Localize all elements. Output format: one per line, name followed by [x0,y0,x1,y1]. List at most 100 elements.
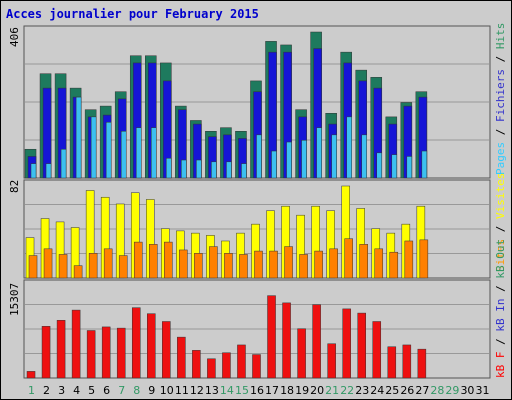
traffic-bar-kb-f-23 [357,312,366,379]
visits-bar-sites-2 [43,248,53,279]
hits-bar-pages-25 [391,154,398,179]
day-label-22: 22 [340,384,354,397]
day-label-9: 9 [148,384,155,397]
hits-bar-pages-9 [151,127,157,179]
day-label-14: 14 [220,384,234,397]
visits-bar-sites-27 [419,239,429,279]
hits-bar-pages-4 [75,96,82,179]
visits-bar-sites-14 [224,253,233,279]
traffic-bar-kb-f-7 [116,327,126,379]
day-label-3: 3 [58,384,65,397]
visits-bar-sites-7 [118,255,128,279]
panel-traffic-max-label: 15307 [8,283,21,316]
visits-bar-sites-5 [88,253,98,279]
hits-bar-pages-11 [181,159,187,179]
day-label-19: 19 [295,384,309,397]
visits-bar-sites-18 [284,246,293,279]
traffic-bar-kb-f-21 [327,343,336,379]
hits-bar-pages-26 [406,156,413,179]
day-label-11: 11 [175,384,189,397]
day-label-28: 28 [430,384,444,397]
panel-hits-max-label: 406 [8,27,21,47]
traffic-bar-kb-f-10 [162,321,171,379]
visits-bar-sites-21 [329,248,338,279]
day-label-18: 18 [280,384,294,397]
visits-bar-sites-20 [314,250,323,279]
traffic-bar-kb-f-8 [131,307,141,379]
hits-bar-pages-19 [301,139,307,179]
visits-bar-sites-8 [133,241,143,279]
day-label-5: 5 [88,384,95,397]
day-label-6: 6 [103,384,110,397]
hits-bar-pages-21 [331,134,337,179]
hits-bar-pages-8 [135,127,142,179]
day-label-8: 8 [133,384,140,397]
day-label-29: 29 [445,384,459,397]
day-label-16: 16 [250,384,264,397]
hits-bar-pages-1 [30,163,37,179]
day-label-21: 21 [325,384,339,397]
traffic-bar-kb-f-25 [387,346,397,379]
hits-bar-pages-20 [316,127,322,179]
hits-bar-pages-27 [421,150,428,179]
visits-bar-sites-11 [179,249,188,279]
traffic-bar-kb-f-18 [282,302,291,379]
day-label-1: 1 [28,384,35,397]
day-label-7: 7 [118,384,125,397]
traffic-bar-kb-f-9 [147,313,156,379]
panel-visits-max-label: 82 [8,180,21,193]
visits-bar-sites-16 [254,250,263,279]
panel-visits: 82 Sites / Visites [8,173,507,279]
day-label-2: 2 [43,384,50,397]
visits-bar-sites-15 [239,254,248,279]
visits-bar-sites-9 [149,244,158,279]
visits-bar-sites-10 [164,241,173,279]
visits-bar-sites-12 [194,253,203,279]
panel-hits: 406 Pages / Fichiers / Hits [8,23,507,179]
hits-bar-pages-14 [226,161,232,179]
hits-bar-pages-3 [60,148,67,179]
traffic-bar-kb-f-6 [101,326,111,379]
day-label-13: 13 [205,384,219,397]
day-label-26: 26 [400,384,414,397]
hits-bar-pages-2 [45,163,52,179]
day-label-23: 23 [355,384,369,397]
hits-bar-pages-17 [271,150,277,179]
day-label-17: 17 [265,384,279,397]
traffic-bar-kb-f-11 [177,336,186,379]
day-label-27: 27 [415,384,429,397]
traffic-bar-kb-f-19 [297,328,306,379]
panel-hits-legend: Pages / Fichiers / Hits [494,23,507,175]
hits-bar-pages-6 [105,122,112,179]
day-label-20: 20 [310,384,324,397]
traffic-bar-kb-f-22 [342,308,351,379]
traffic-bar-kb-f-15 [237,344,246,379]
visits-bar-sites-26 [404,240,414,279]
chart-title: Acces journalier pour February 2015 [6,7,259,21]
traffic-bar-kb-f-1 [26,371,36,379]
visits-bar-sites-4 [73,265,83,279]
traffic-bar-kb-f-4 [71,309,81,379]
panel-visits-legend: Sites / Visites [494,173,507,272]
hits-bar-pages-18 [286,141,292,179]
traffic-bar-kb-f-20 [312,304,321,379]
hits-bar-pages-16 [256,134,262,179]
hits-bar-pages-23 [361,134,367,179]
day-label-10: 10 [160,384,174,397]
hits-bar-pages-10 [166,157,172,179]
day-label-4: 4 [73,384,80,397]
visits-bar-sites-13 [209,246,218,279]
hits-bar-pages-22 [346,116,352,179]
hits-bar-pages-15 [241,163,247,179]
x-axis-day-labels: 1 2 3 4 5 6 7 8 9 10 11 12 13 14 15 16 17 18 19 20 21 22 23 24 2… [28,384,489,397]
traffic-bar-kb-f-3 [56,320,66,379]
visits-bar-sites-23 [359,244,368,279]
hits-bar-pages-7 [120,131,127,179]
day-label-15: 15 [235,384,249,397]
visits-bar-sites-22 [344,238,353,279]
day-label-12: 12 [190,384,204,397]
day-label-25: 25 [385,384,399,397]
traffic-bar-kb-f-27 [417,348,427,379]
visits-bar-sites-3 [58,254,68,279]
